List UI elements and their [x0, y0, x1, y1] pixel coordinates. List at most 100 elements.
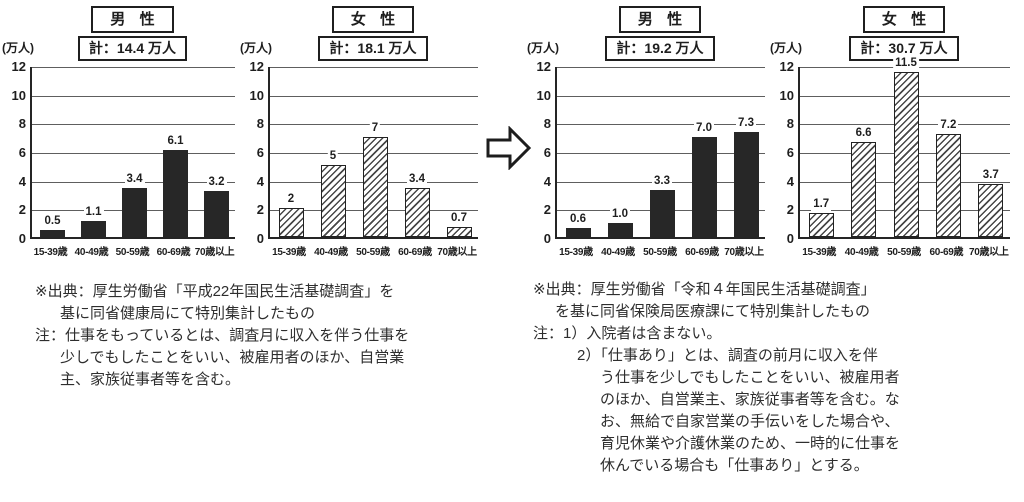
y-tick-label: 2 [543, 202, 551, 218]
transition-arrow-icon [486, 125, 532, 171]
bar-value-label: 3.2 [206, 176, 227, 190]
bar [362, 136, 388, 237]
gridline [557, 153, 765, 154]
footnote-line: う仕事を少しでもしたことをいい、被雇用者 [600, 369, 900, 386]
y-tick-label: 10 [249, 87, 264, 103]
x-category-label: 50-59歳 [356, 247, 390, 258]
y-tick-label: 12 [779, 59, 794, 74]
bar [978, 183, 1004, 237]
y-tick-label: 0 [543, 231, 551, 246]
gridline [32, 124, 235, 126]
y-tick-label: 4 [543, 173, 551, 189]
gridline [270, 67, 478, 68]
chart-panel-female-2010: 女 性計：18.1 万人 (万人) 2 5 7 3.4 0.7 0 2 4 6 8 10 12 15-39歳… [238, 0, 478, 266]
bar [808, 212, 834, 237]
bar-value-label: 7 [369, 121, 381, 135]
x-axis-labels: 15-39歳 40-49歳 50-59歳 60-69歳 70歳以上 [555, 243, 765, 258]
footnote-line: のほか、自営業主、家族従事者等を含む。な [600, 391, 900, 408]
y-tick-label: 10 [779, 87, 794, 103]
bar [691, 136, 717, 237]
bar [733, 132, 759, 237]
footnote-line: 休んでいる場合も「仕事あり」とする。 [600, 457, 869, 474]
bar [278, 208, 304, 237]
gender-title-row: 男 性 [30, 6, 235, 33]
bar-value-label: 0.5 [42, 214, 63, 228]
footnote-line: 育児休業や介護休業のため、一時的に仕事を [600, 435, 901, 452]
bar [446, 226, 472, 237]
x-category-label: 15-39歳 [559, 247, 593, 258]
gender-title-box: 女 性 [862, 6, 946, 33]
x-axis-labels: 15-39歳 40-49歳 50-59歳 60-69歳 70歳以上 [30, 243, 235, 258]
footnote-left: ※出典：厚生労働省「平成22年国民生活基礎調査」を基に同省健康局にて特別集計した… [35, 281, 409, 391]
footnote-line: 基に同省健康局にて特別集計したもの [60, 305, 316, 322]
bar-value-label: 1.1 [83, 206, 104, 220]
y-tick-label: 8 [786, 116, 794, 132]
y-tick-label: 2 [256, 202, 264, 218]
gender-title-row: 女 性 [798, 6, 1010, 33]
bar-value-label: 3.4 [124, 173, 145, 187]
y-tick-label: 6 [786, 145, 794, 160]
bar [935, 133, 961, 237]
x-category-label: 60-69歳 [685, 247, 719, 258]
bar-value-label: 3.4 [407, 173, 427, 187]
y-tick-label: 0 [786, 231, 794, 246]
x-category-label: 40-49歳 [601, 247, 635, 258]
y-tick-label: 0 [18, 231, 26, 246]
x-category-label: 15-39歳 [272, 247, 306, 258]
total-row: 計：30.7 万人 [798, 36, 1010, 61]
total-box: 計：14.4 万人 [77, 36, 188, 61]
x-category-label: 60-69歳 [156, 247, 191, 258]
x-category-label: 70歳以上 [194, 247, 235, 258]
bar [163, 149, 188, 237]
footnote-line: 2）「仕事あり」とは、調査の前月に収入を伴 [577, 347, 878, 364]
bar-value-label: 7.3 [736, 117, 756, 131]
y-tick-label: 12 [11, 59, 26, 74]
chart-panel-female-2022: 女 性計：30.7 万人 (万人) 1.7 6.6 11.5 7.2 3.7 0 2 4 6 8 10 1… [768, 0, 1010, 266]
bar [40, 229, 65, 237]
bar-value-label: 3.7 [980, 168, 1001, 182]
bar-value-label: 2 [285, 193, 297, 207]
plot-area: 0.5 1.1 3.4 6.1 3.2 [30, 67, 235, 239]
bar-value-label: 1.0 [610, 207, 630, 221]
chart-panel-male-2010: 男 性計：14.4 万人 (万人) 0.5 1.1 3.4 6.1 3.2 0 2 4 6 8 10 12… [0, 0, 235, 266]
gender-title-box: 男 性 [618, 6, 702, 33]
x-category-label: 40-49歳 [314, 247, 348, 258]
bar-value-label: 3.3 [652, 174, 672, 188]
footnote-line: 注：1）入院者は含まない。 [533, 325, 722, 342]
plot-area: 1.7 6.6 11.5 7.2 3.7 [798, 57, 1010, 239]
total-box: 計：30.7 万人 [849, 36, 959, 61]
bar-value-label: 7.2 [938, 118, 959, 132]
chart-panel-male-2022: 男 性計：19.2 万人 (万人) 0.6 1.0 3.3 7.0 7.3 0 2 4 6 8 10 12… [525, 0, 765, 266]
gender-title-box: 女 性 [331, 6, 415, 33]
bar [565, 228, 591, 237]
x-axis-labels: 15-39歳 40-49歳 50-59歳 60-69歳 70歳以上 [798, 243, 1010, 258]
gridline [32, 95, 235, 97]
bar [607, 222, 633, 237]
bar [122, 188, 147, 237]
y-tick-label: 12 [536, 59, 551, 74]
x-category-label: 15-39歳 [802, 247, 837, 258]
bar-value-label: 6.1 [165, 134, 186, 148]
y-tick-label: 6 [543, 145, 551, 160]
y-tick-label: 6 [256, 145, 264, 160]
y-tick-label: 2 [786, 202, 794, 218]
bar [204, 191, 229, 237]
y-tick-label: 4 [256, 173, 264, 189]
footnote-line: 少しでもしたことをいい、被雇用者のほか、自営業 [60, 349, 405, 366]
y-tick-label: 2 [18, 202, 26, 218]
footnote-line: ※出典：厚生労働省「平成22年国民生活基礎調査」を [35, 283, 395, 300]
gridline [32, 153, 235, 154]
y-axis-unit-label: (万人) [2, 41, 34, 55]
x-category-label: 50-59歳 [643, 247, 677, 258]
x-category-label: 70歳以上 [437, 247, 477, 258]
x-category-label: 50-59歳 [115, 247, 150, 258]
x-category-label: 70歳以上 [968, 247, 1009, 258]
bar [649, 189, 675, 237]
x-category-label: 60-69歳 [929, 247, 964, 258]
gridline [557, 124, 765, 126]
footnote-line: を基に同省保険局医療課にて特別集計したもの [555, 303, 871, 320]
y-tick-label: 0 [256, 231, 264, 246]
total-row: 計：14.4 万人 [30, 36, 235, 61]
footnote-line: お、無給で自家営業の手伝いをした場合や、 [600, 413, 900, 430]
